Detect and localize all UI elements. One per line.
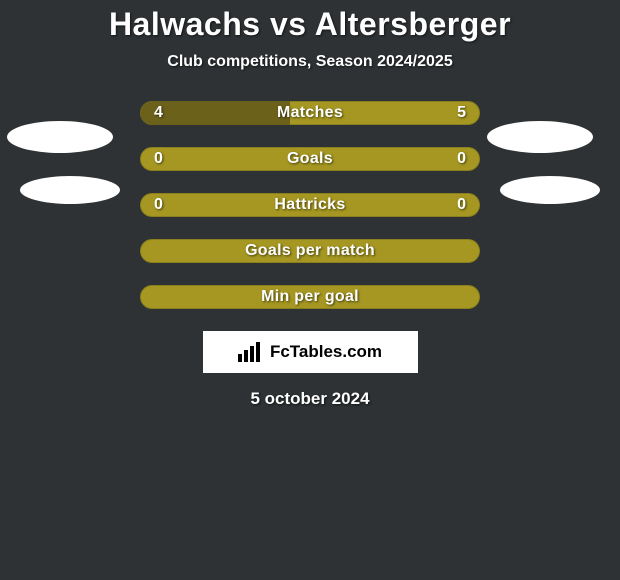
stat-row: Goals0 0 xyxy=(0,147,620,171)
page-title: Halwachs vs Altersberger xyxy=(109,6,511,43)
stat-label: Matches xyxy=(140,101,480,125)
stat-value-right: 5 xyxy=(457,101,466,125)
stat-row: Matches4 5 xyxy=(0,101,620,125)
fctables-logo: FcTables.com xyxy=(203,331,418,373)
stat-row: Hattricks0 0 xyxy=(0,193,620,217)
stat-bar: Matches4 5 xyxy=(140,101,480,125)
stat-value-left: 0 xyxy=(154,147,163,171)
stat-value-left: 0 xyxy=(154,193,163,217)
date-label: 5 october 2024 xyxy=(250,389,369,409)
stat-label: Hattricks xyxy=(140,193,480,217)
logo-text: FcTables.com xyxy=(270,342,382,362)
stat-row: Min per goal xyxy=(0,285,620,309)
stat-bar: Min per goal xyxy=(140,285,480,309)
stat-rows: Matches45Goals00Hattricks00Goals per mat… xyxy=(0,101,620,309)
stat-value-right: 0 xyxy=(457,193,466,217)
stat-value-right: 0 xyxy=(457,147,466,171)
stat-label: Goals xyxy=(140,147,480,171)
stat-value-left: 4 xyxy=(154,101,163,125)
stat-bar: Goals per match xyxy=(140,239,480,263)
stat-label: Goals per match xyxy=(140,239,480,263)
stat-bar: Hattricks0 0 xyxy=(140,193,480,217)
stat-bar: Goals0 0 xyxy=(140,147,480,171)
bars-icon xyxy=(238,342,264,362)
stat-row: Goals per match xyxy=(0,239,620,263)
stat-label: Min per goal xyxy=(140,285,480,309)
comparison-infographic: Halwachs vs Altersberger Club competitio… xyxy=(0,0,620,409)
page-subtitle: Club competitions, Season 2024/2025 xyxy=(167,53,452,71)
